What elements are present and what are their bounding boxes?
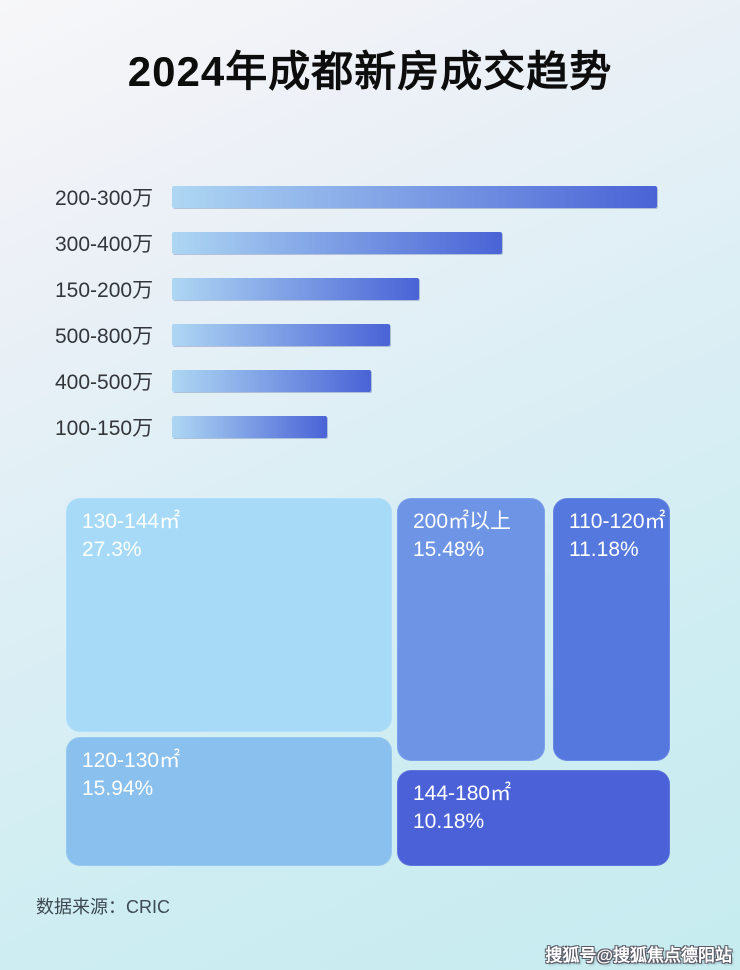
tile-label: 200㎡以上: [413, 510, 512, 533]
watermark: 搜狐号@搜狐焦点德阳站: [545, 946, 732, 965]
bar-category-label: 400-500万: [55, 371, 154, 394]
tile-percentage: 11.18%: [569, 538, 639, 562]
tile-label: 120-130㎡: [82, 749, 181, 772]
treemap-tile-144-180: 144-180㎡ 10.18%: [397, 770, 670, 866]
bar: [172, 370, 371, 392]
bar: [172, 416, 327, 438]
bar-row: 200-300万: [0, 186, 740, 210]
bar-row: 500-800万: [0, 324, 740, 348]
tile-percentage: 15.48%: [413, 538, 485, 562]
bar: [172, 232, 502, 254]
price-band-bar-chart: 200-300万 300-400万 150-200万 500-800万 400-…: [0, 186, 740, 462]
bar-row: 400-500万: [0, 370, 740, 394]
tile-label: 144-180㎡: [413, 782, 512, 805]
bar-row: 100-150万: [0, 416, 740, 440]
area-size-treemap: 130-144㎡ 27.3% 120-130㎡ 15.94% 200㎡以上 15…: [66, 498, 676, 866]
page-title: 2024年成都新房成交趋势: [127, 48, 613, 95]
tile-percentage: 15.94%: [82, 777, 154, 801]
treemap-tile-110-120: 110-120㎡ 11.18%: [553, 498, 670, 761]
tile-label: 130-144㎡: [82, 510, 181, 533]
tile-label: 110-120㎡: [569, 510, 666, 533]
tile-percentage: 10.18%: [413, 810, 485, 834]
bar-category-label: 150-200万: [55, 279, 154, 302]
bar-row: 150-200万: [0, 278, 740, 302]
treemap-tile-120-130: 120-130㎡ 15.94%: [66, 737, 392, 866]
bar: [172, 186, 657, 208]
data-source-note: 数据来源：CRIC: [36, 897, 170, 917]
bar-row: 300-400万: [0, 232, 740, 256]
bar-category-label: 100-150万: [55, 417, 154, 440]
tile-percentage: 27.3%: [82, 538, 142, 562]
bar-category-label: 500-800万: [55, 325, 154, 348]
bar: [172, 278, 419, 300]
bar-category-label: 300-400万: [55, 233, 154, 256]
bar-category-label: 200-300万: [55, 187, 154, 210]
bar: [172, 324, 390, 346]
treemap-tile-200-plus: 200㎡以上 15.48%: [397, 498, 545, 761]
treemap-tile-130-144: 130-144㎡ 27.3%: [66, 498, 392, 732]
